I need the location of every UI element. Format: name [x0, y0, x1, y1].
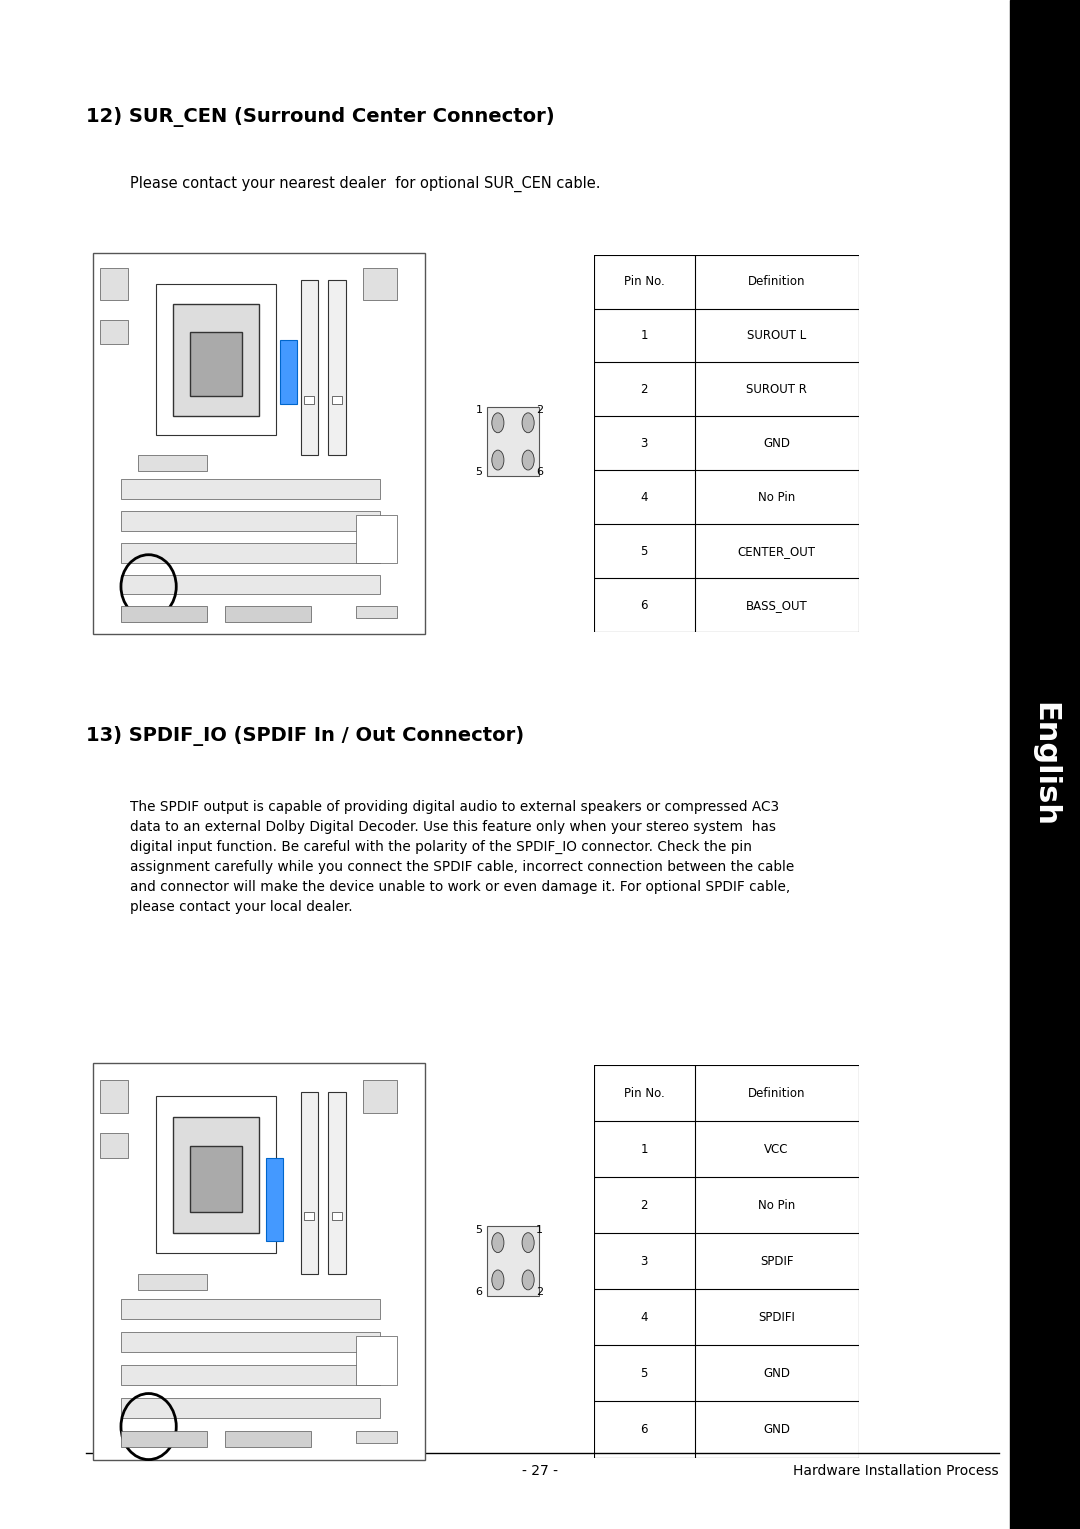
- Bar: [121, 1298, 380, 1320]
- Bar: [225, 1431, 311, 1446]
- Circle shape: [491, 1232, 504, 1252]
- Bar: [100, 1079, 127, 1113]
- Text: 2: 2: [536, 1287, 543, 1297]
- Text: Definition: Definition: [747, 275, 806, 287]
- Circle shape: [522, 450, 535, 469]
- Text: 4: 4: [640, 1310, 648, 1324]
- Text: 2: 2: [640, 1199, 648, 1212]
- Text: Pin No.: Pin No.: [624, 1087, 664, 1099]
- Text: 6: 6: [536, 468, 543, 477]
- Text: 3: 3: [640, 1255, 648, 1268]
- Text: Definition: Definition: [747, 1087, 806, 1099]
- Circle shape: [522, 1271, 535, 1290]
- Bar: [300, 1092, 318, 1274]
- Bar: [190, 332, 242, 396]
- Bar: [328, 280, 346, 456]
- Circle shape: [491, 413, 504, 433]
- Bar: [156, 284, 276, 436]
- Bar: [173, 1116, 259, 1232]
- Bar: [121, 1332, 380, 1352]
- Text: No Pin: No Pin: [758, 1199, 795, 1212]
- Bar: [121, 1398, 380, 1419]
- Text: 5: 5: [475, 1225, 483, 1235]
- Bar: [266, 1157, 283, 1240]
- Text: GND: GND: [764, 1367, 791, 1381]
- Bar: [363, 269, 397, 300]
- Bar: [356, 1336, 397, 1385]
- Bar: [121, 575, 380, 595]
- Bar: [156, 1096, 276, 1254]
- Text: 1: 1: [640, 329, 648, 342]
- Text: 3: 3: [640, 437, 648, 450]
- Bar: [356, 607, 397, 618]
- Circle shape: [491, 1271, 504, 1290]
- Bar: [190, 1145, 242, 1212]
- Bar: [332, 396, 342, 404]
- Bar: [121, 543, 380, 563]
- Text: 1: 1: [640, 1142, 648, 1156]
- Bar: [305, 396, 314, 404]
- Text: SUROUT R: SUROUT R: [746, 382, 807, 396]
- Text: 6: 6: [640, 599, 648, 612]
- Bar: [225, 607, 311, 622]
- Bar: [138, 456, 207, 471]
- Text: GND: GND: [764, 1423, 791, 1436]
- Text: 6: 6: [640, 1423, 648, 1436]
- Bar: [100, 1133, 127, 1159]
- Bar: [332, 1212, 342, 1220]
- Bar: [486, 407, 539, 476]
- Bar: [486, 1226, 539, 1297]
- Bar: [356, 515, 397, 563]
- Text: English: English: [1030, 702, 1059, 827]
- Bar: [121, 1431, 207, 1446]
- Bar: [328, 1092, 346, 1274]
- Text: 13) SPDIF_IO (SPDIF In / Out Connector): 13) SPDIF_IO (SPDIF In / Out Connector): [86, 726, 525, 746]
- Bar: [121, 511, 380, 531]
- Text: GND: GND: [764, 437, 791, 450]
- Text: Hardware Installation Process: Hardware Installation Process: [794, 1463, 999, 1479]
- Text: 6: 6: [475, 1287, 483, 1297]
- Text: Pin No.: Pin No.: [624, 275, 664, 287]
- Text: 2: 2: [640, 382, 648, 396]
- Text: SPDIF: SPDIF: [760, 1255, 794, 1268]
- Text: Please contact your nearest dealer  for optional SUR_CEN cable.: Please contact your nearest dealer for o…: [130, 176, 600, 193]
- Text: VCC: VCC: [765, 1142, 788, 1156]
- Text: 4: 4: [640, 491, 648, 505]
- Text: 1: 1: [475, 405, 483, 416]
- Text: No Pin: No Pin: [758, 491, 795, 505]
- Bar: [100, 320, 127, 344]
- Bar: [363, 1079, 397, 1113]
- Bar: [1010, 0, 1080, 1529]
- Bar: [173, 304, 259, 416]
- Bar: [300, 280, 318, 456]
- Bar: [356, 1431, 397, 1443]
- Text: The SPDIF output is capable of providing digital audio to external speakers or c: The SPDIF output is capable of providing…: [130, 800, 794, 914]
- Text: BASS_OUT: BASS_OUT: [745, 599, 808, 612]
- Text: CENTER_OUT: CENTER_OUT: [738, 544, 815, 558]
- Bar: [280, 339, 297, 404]
- Text: 1: 1: [536, 1225, 543, 1235]
- Text: 12) SUR_CEN (Surround Center Connector): 12) SUR_CEN (Surround Center Connector): [86, 107, 555, 127]
- Bar: [121, 607, 207, 622]
- Bar: [100, 269, 127, 300]
- Bar: [121, 1364, 380, 1385]
- Text: 5: 5: [640, 1367, 648, 1381]
- Circle shape: [491, 450, 504, 469]
- Bar: [138, 1274, 207, 1290]
- Circle shape: [522, 413, 535, 433]
- Text: 5: 5: [640, 544, 648, 558]
- Text: 2: 2: [536, 405, 543, 416]
- Circle shape: [522, 1232, 535, 1252]
- Bar: [121, 479, 380, 498]
- Text: SPDIFI: SPDIFI: [758, 1310, 795, 1324]
- Bar: [305, 1212, 314, 1220]
- Text: - 27 -: - 27 -: [522, 1463, 558, 1479]
- Text: SUROUT L: SUROUT L: [747, 329, 806, 342]
- Text: 5: 5: [475, 468, 483, 477]
